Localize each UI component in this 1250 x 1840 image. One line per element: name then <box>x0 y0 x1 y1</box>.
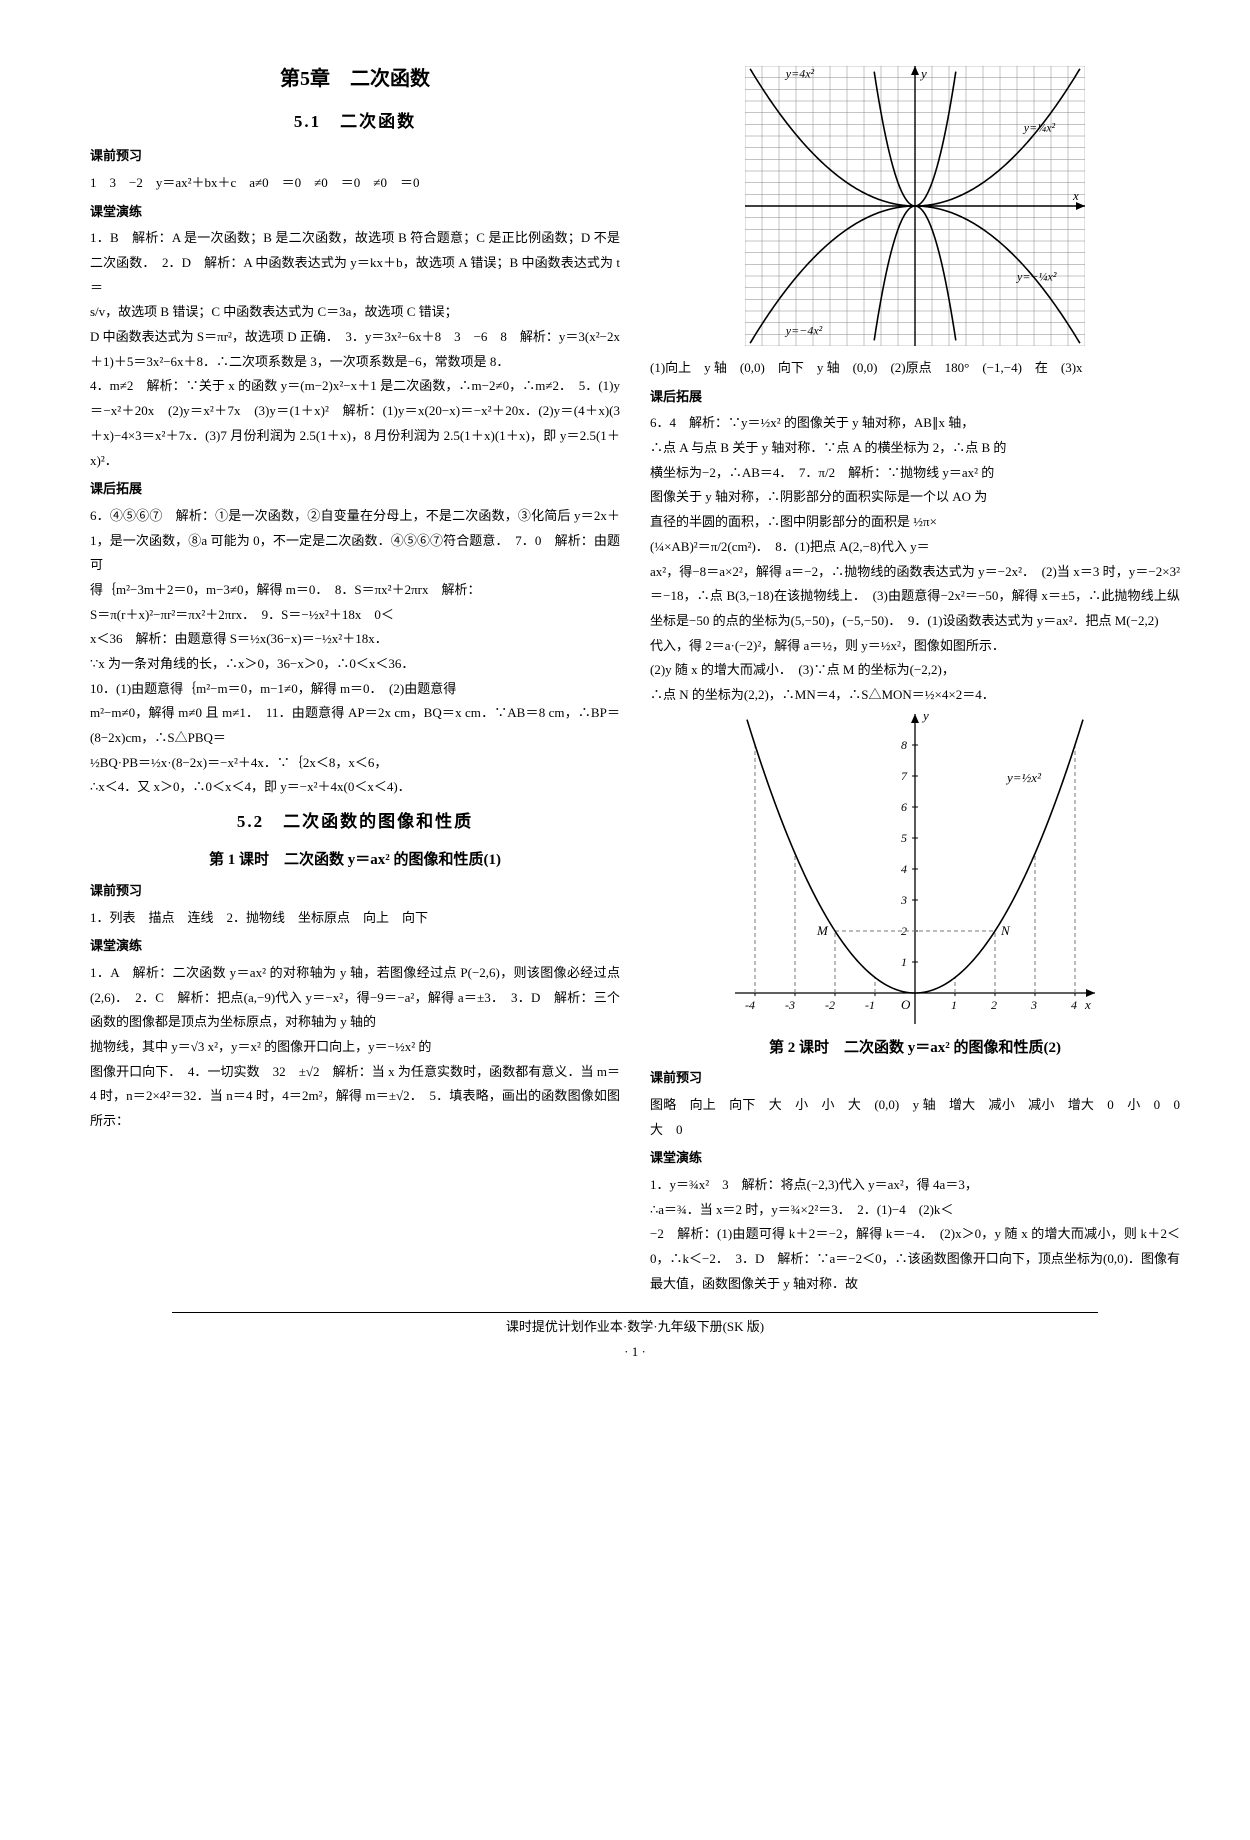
r3: 横坐标为−2，∴AB＝4． 7．π/2 解析：∵抛物线 y＝ax² 的 <box>650 461 1180 486</box>
rpr1: 1．y＝¾x² 3 解析：将点(−2,3)代入 y＝ax²，得 4a＝3， <box>650 1173 1180 1198</box>
left-column: 第5章 二次函数 5.1 二次函数 课前预习 1 3 −2 y＝ax²＋bx＋c… <box>90 60 620 1296</box>
para-5: 6．④⑤⑥⑦ 解析：①是一次函数，②自变量在分母上，不是二次函数，③化简后 y＝… <box>90 504 620 578</box>
pr-52-1: 1．A 解析：二次函数 y＝ax² 的对称轴为 y 轴，若图像经过点 P(−2,… <box>90 961 620 1035</box>
r2: ∴点 A 与点 B 关于 y 轴对称．∵点 A 的横坐标为 2，∴点 B 的 <box>650 436 1180 461</box>
para-4: 4．m≠2 解析：∵关于 x 的函数 y＝(m−2)x²−x＋1 是二次函数，∴… <box>90 374 620 473</box>
para-10: 10．(1)由题意得｛m²−m＝0，m−1≠0，解得 m＝0． (2)由题意得 <box>90 677 620 702</box>
svg-text:4: 4 <box>1071 998 1077 1012</box>
para-1: 1．B 解析：A 是一次函数；B 是二次函数，故选项 B 符合题意；C 是正比例… <box>90 226 620 300</box>
graph1-caption: (1)向上 y 轴 (0,0) 向下 y 轴 (0,0) (2)原点 180° … <box>650 356 1180 381</box>
para-13: ∴x＜4．又 x＞0，∴0＜x＜4，即 y＝−x²＋4x(0＜x＜4)． <box>90 775 620 800</box>
svg-text:M: M <box>816 923 829 938</box>
extension-label-r: 课后拓展 <box>650 385 1180 410</box>
footer-text: 课时提优计划作业本·数学·九年级下册(SK 版) <box>506 1319 764 1334</box>
para-12: ½BQ·PB＝½x·(8−2x)＝−x²＋4x．∵｛2x＜8，x＜6， <box>90 751 620 776</box>
footer-page: · 1 · <box>624 1344 646 1359</box>
chapter-title: 第5章 二次函数 <box>90 60 620 98</box>
svg-text:-2: -2 <box>825 998 835 1012</box>
svg-text:y=−¼x²: y=−¼x² <box>1016 270 1057 284</box>
page-footer: 课时提优计划作业本·数学·九年级下册(SK 版) · 1 · <box>90 1312 1180 1364</box>
svg-text:y=−4x²: y=−4x² <box>785 323 823 337</box>
r5: 直径的半圆的面积，∴图中阴影部分的面积是 ½π× <box>650 510 1180 535</box>
svg-text:x: x <box>1072 188 1079 203</box>
para-8: x＜36 解析：由题意得 S＝½x(36−x)＝−½x²＋18x． <box>90 627 620 652</box>
r7: ax²，得−8＝a×2²，解得 a＝−2，∴抛物线的函数表达式为 y＝−2x²．… <box>650 560 1180 634</box>
practice-label-r2: 课堂演练 <box>650 1146 1180 1171</box>
svg-text:y=4x²: y=4x² <box>785 67 815 81</box>
r9: (2)y 随 x 的增大而减小． (3)∵点 M 的坐标为(−2,2)， <box>650 658 1180 683</box>
svg-text:1: 1 <box>901 955 907 969</box>
preview-label-r2: 课前预习 <box>650 1066 1180 1091</box>
svg-text:8: 8 <box>901 738 907 752</box>
parabola-family-graph: x y y=4x² y=¼x² y=−¼x² y=−4x² <box>745 66 1085 346</box>
preview-label: 课前预习 <box>90 144 620 169</box>
page-columns: 第5章 二次函数 5.1 二次函数 课前预习 1 3 −2 y＝ax²＋bx＋c… <box>90 60 1180 1296</box>
practice-label-52: 课堂演练 <box>90 934 620 959</box>
right-column: x y y=4x² y=¼x² y=−¼x² y=−4x² (1)向上 y 轴 (0,0)… <box>650 60 1180 1296</box>
para-3: D 中函数表达式为 S＝πr²，故选项 D 正确． 3．y＝3x²−6x＋8 3… <box>90 325 620 374</box>
r6: (¼×AB)²＝π/2(cm²)． 8．(1)把点 A(2,−8)代入 y＝ <box>650 535 1180 560</box>
pv2: 图略 向上 向下 大 小 小 大 (0,0) y 轴 增大 减小 减小 增大 0… <box>650 1093 1180 1142</box>
svg-text:y=¼x²: y=¼x² <box>1023 120 1056 134</box>
pr-52-2: 抛物线，其中 y＝√3 x²，y＝x² 的图像开口向上，y＝−½x² 的 <box>90 1035 620 1060</box>
svg-text:6: 6 <box>901 800 907 814</box>
parabola-single-graph: xy-4-3-2-1123412345678y=½x²MNO <box>735 714 1095 1024</box>
para-7: S＝π(r＋x)²−πr²＝πx²＋2πrx． 9．S＝−½x²＋18x 0＜ <box>90 603 620 628</box>
rpr3: −2 解析：(1)由题可得 k＋2＝−2，解得 k＝−4． (2)x＞0，y 随… <box>650 1222 1180 1296</box>
svg-text:N: N <box>1000 923 1011 938</box>
svg-text:-3: -3 <box>785 998 795 1012</box>
graph-1-container: x y y=4x² y=¼x² y=−¼x² y=−4x² <box>650 66 1180 346</box>
svg-text:x: x <box>1084 997 1091 1012</box>
lesson-1-title: 第 1 课时 二次函数 y＝ax² 的图像和性质(1) <box>90 846 620 875</box>
svg-text:y: y <box>921 714 929 723</box>
section-5-2-title: 5.2 二次函数的图像和性质 <box>90 806 620 838</box>
svg-text:O: O <box>901 997 911 1012</box>
graph-2-container: xy-4-3-2-1123412345678y=½x²MNO <box>650 714 1180 1024</box>
svg-text:3: 3 <box>900 893 907 907</box>
preview-label-52: 课前预习 <box>90 879 620 904</box>
svg-text:2: 2 <box>991 998 997 1012</box>
extension-label: 课后拓展 <box>90 477 620 502</box>
svg-text:y=½x²: y=½x² <box>1005 770 1042 785</box>
svg-text:-4: -4 <box>745 998 755 1012</box>
preview-text: 1 3 −2 y＝ax²＋bx＋c a≠0 ＝0 ≠0 ＝0 ≠0 ＝0 <box>90 171 620 196</box>
svg-text:7: 7 <box>901 769 908 783</box>
para-6: 得｛m²−3m＋2＝0，m−3≠0，解得 m＝0． 8．S＝πx²＋2πrx 解… <box>90 578 620 603</box>
section-5-1-title: 5.1 二次函数 <box>90 106 620 138</box>
para-9: ∵x 为一条对角线的长，∴x＞0，36−x＞0，∴0＜x＜36． <box>90 652 620 677</box>
lesson-2-title: 第 2 课时 二次函数 y＝ax² 的图像和性质(2) <box>650 1034 1180 1063</box>
para-11: m²−m≠0，解得 m≠0 且 m≠1． 11．由题意得 AP＝2x cm，BQ… <box>90 701 620 750</box>
svg-text:1: 1 <box>951 998 957 1012</box>
svg-text:3: 3 <box>1030 998 1037 1012</box>
pr-52-3: 图像开口向下． 4．一切实数 32 ±√2 解析：当 x 为任意实数时，函数都有… <box>90 1060 620 1134</box>
preview-52-1: 1．列表 描点 连线 2．抛物线 坐标原点 向上 向下 <box>90 906 620 931</box>
r1: 6．4 解析：∵y＝½x² 的图像关于 y 轴对称，AB∥x 轴， <box>650 411 1180 436</box>
para-2: s/v，故选项 B 错误；C 中函数表达式为 C＝3a，故选项 C 错误； <box>90 300 620 325</box>
svg-text:4: 4 <box>901 862 907 876</box>
practice-label: 课堂演练 <box>90 200 620 225</box>
r10: ∴点 N 的坐标为(2,2)，∴MN＝4，∴S△MON＝½×4×2＝4． <box>650 683 1180 708</box>
r4: 图像关于 y 轴对称，∴阴影部分的面积实际是一个以 AO 为 <box>650 485 1180 510</box>
rpr2: ∴a＝¾．当 x＝2 时，y＝¾×2²＝3． 2．(1)−4 (2)k＜ <box>650 1198 1180 1223</box>
svg-text:y: y <box>919 66 927 81</box>
svg-text:5: 5 <box>901 831 907 845</box>
r8: 代入，得 2＝a·(−2)²，解得 a＝½，则 y＝½x²，图像如图所示． <box>650 634 1180 659</box>
svg-text:-1: -1 <box>865 998 875 1012</box>
